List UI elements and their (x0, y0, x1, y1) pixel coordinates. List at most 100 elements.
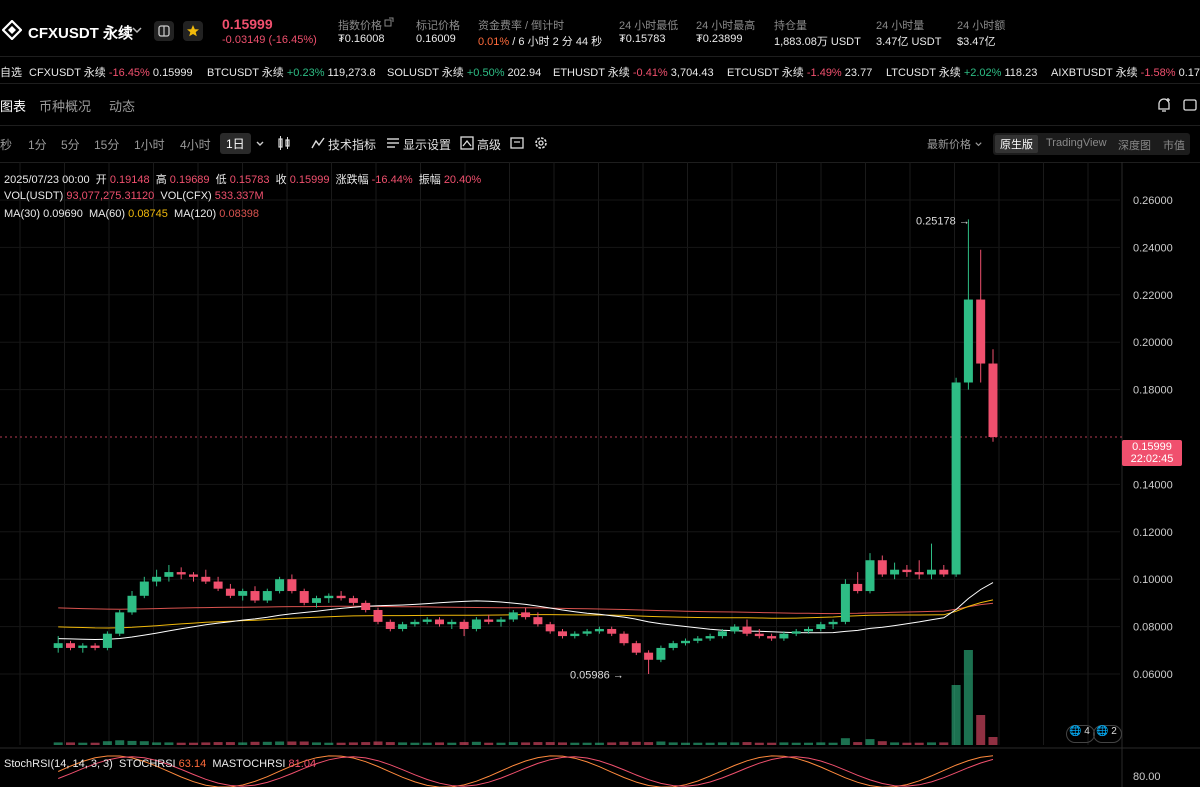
news-count: 2 (1111, 726, 1117, 737)
price-chart[interactable]: 0.26000 0.24000 0.22000 0.20000 0.18000 0.140… (0, 162, 1200, 787)
volume-bar (693, 742, 703, 745)
gear-icon[interactable] (533, 135, 549, 151)
cfx-logo-icon (2, 20, 22, 40)
index-price-value: ₮0.16008 (338, 33, 385, 45)
chart-toolbar: 秒 1分 5分 15分 1小时 4小时 1日 技术指标 显示设置 高级 最新价格… (0, 125, 1200, 163)
market-header: CFXUSDT 永续 0.15999 -0.03149 (-16.45%) 指数… (0, 0, 1200, 57)
chevron-down-icon[interactable] (974, 140, 983, 149)
volume-bar (828, 742, 838, 745)
ticker-symbol: CFXUSDT 永续 (29, 67, 109, 79)
ma120-label: MA(120) (174, 208, 217, 220)
chevron-down-icon[interactable] (131, 24, 143, 36)
volume-bar (594, 742, 604, 745)
interval-1d[interactable]: 1日 (220, 133, 251, 154)
add-alert-icon[interactable] (1156, 97, 1172, 113)
indicators-button[interactable]: 技术指标 (328, 138, 377, 152)
layout-icon[interactable] (1182, 97, 1198, 113)
ticker-bar: 自选 CFXUSDT 永续 -16.45% 0.15999 BTCUSDT 永续 … (0, 57, 1200, 84)
candle-body (705, 636, 715, 639)
interval-15m[interactable]: 15分 (94, 138, 120, 152)
volume-bar (78, 742, 88, 745)
candle-body (410, 621, 420, 625)
ticker-item[interactable]: LTCUSDT 永续 +2.02% 118.23 (886, 64, 1037, 80)
candle-body (336, 595, 346, 599)
volume-bar (754, 742, 764, 745)
view-market-cap[interactable]: 市值 (1163, 140, 1185, 152)
favorite-button[interactable] (183, 21, 203, 41)
view-native[interactable]: 原生版 (995, 135, 1038, 153)
advanced-button[interactable]: 高级 (477, 138, 502, 152)
view-tradingview[interactable]: TradingView (1046, 137, 1107, 149)
chevron-down-icon[interactable] (255, 139, 265, 149)
interval-4h[interactable]: 4小时 (180, 138, 211, 152)
ticker-change: -0.41% (632, 67, 671, 79)
ticker-item[interactable]: SOLUSDT 永续 +0.50% 202.94 (387, 64, 541, 80)
candle-body (816, 624, 826, 629)
candle-body (484, 619, 494, 622)
candle-date: 2025/07/23 00:00 (4, 174, 90, 186)
candle-body (988, 363, 998, 437)
candle-body (78, 645, 88, 648)
volume-bar (521, 742, 531, 745)
close-label: 收 (275, 174, 287, 186)
volume-bar (939, 742, 949, 745)
tab-coin-overview[interactable]: 币种概况 (39, 99, 92, 114)
change-label: 涨跌幅 (335, 174, 369, 186)
volume-bar (275, 741, 285, 745)
ticker-item[interactable]: ETHUSDT 永续 -0.41% 3,704.43 (553, 64, 714, 80)
stochrsi-k-value: 63.14 (178, 758, 207, 770)
ticker-item[interactable]: AIXBTUSDT 永续 -1.58% 0.1701 (1051, 64, 1200, 80)
candle-body (115, 612, 125, 634)
interval-1h[interactable]: 1小时 (134, 138, 165, 152)
symbol-title[interactable]: CFXUSDT 永续 (28, 25, 134, 42)
info-button[interactable] (154, 21, 174, 41)
volume-bar (951, 685, 961, 745)
y-tick-label: 0.12000 (1133, 527, 1173, 539)
volume-bar (545, 742, 555, 745)
ticker-change: +2.02% (963, 67, 1005, 79)
ticker-item[interactable]: BTCUSDT 永续 +0.23% 119,273.8 (207, 64, 376, 80)
candle-style-icon[interactable] (276, 135, 292, 151)
candle-body (127, 595, 137, 613)
ticker-symbol: SOLUSDT 永续 (387, 67, 467, 79)
volume-bar (312, 742, 321, 745)
interval-5m[interactable]: 5分 (61, 138, 80, 152)
candle-body (656, 647, 666, 660)
view-depth[interactable]: 深度图 (1118, 140, 1151, 152)
ticker-symbol: AIXBTUSDT 永续 (1051, 67, 1141, 79)
volume-bar (348, 742, 358, 745)
ticker-item[interactable]: ETCUSDT 永续 -1.49% 23.77 (727, 64, 872, 80)
volume-bar (619, 741, 629, 745)
candle-body (459, 621, 469, 629)
events-badge[interactable]: 🌐 4 (1066, 725, 1095, 743)
display-settings-button[interactable]: 显示设置 (403, 138, 452, 152)
price-type-select[interactable]: 最新价格 (927, 139, 971, 151)
tab-news[interactable]: 动态 (109, 99, 136, 114)
template-icon[interactable] (510, 136, 524, 150)
ma60-label: MA(60) (89, 208, 126, 220)
volume-bar (53, 742, 63, 745)
candle-body (398, 624, 408, 629)
candle-body (312, 598, 321, 603)
stochrsi-info: StochRSI(14, 14, 3, 3) STOCHRSI 63.14 MA… (4, 758, 316, 770)
ticker-item[interactable]: CFXUSDT 永续 -16.45% 0.15999 (29, 64, 193, 80)
events-count: 4 (1084, 726, 1090, 737)
ticker-change: +0.23% (286, 67, 328, 79)
vol-cfx-label: VOL(CFX) (160, 190, 212, 202)
candle-body (422, 619, 432, 622)
candle-body (890, 569, 900, 575)
volume-bar (607, 742, 617, 745)
external-link-icon[interactable] (384, 17, 394, 27)
tab-chart[interactable]: 图表 (0, 99, 27, 114)
ticker-symbol: ETHUSDT 永续 (553, 67, 633, 79)
candle-body (447, 621, 457, 625)
ticker-favorites-label[interactable]: 自选 (0, 67, 22, 79)
candle-body (570, 633, 580, 637)
news-badge[interactable]: 🌐 2 (1093, 725, 1122, 743)
candle-body (717, 631, 727, 637)
interval-1m[interactable]: 1分 (28, 138, 47, 152)
amplitude-label: 振幅 (418, 174, 441, 186)
interval-seconds[interactable]: 秒 (0, 138, 13, 152)
candle-body (189, 574, 198, 577)
candle-body (681, 640, 690, 644)
